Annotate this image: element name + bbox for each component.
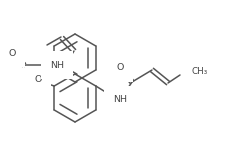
Text: CH₃: CH₃ [192,67,208,76]
Text: O: O [8,49,16,58]
Text: O: O [116,64,124,73]
Text: NH: NH [113,95,127,104]
Text: O: O [34,76,42,85]
Text: NH: NH [50,61,64,70]
